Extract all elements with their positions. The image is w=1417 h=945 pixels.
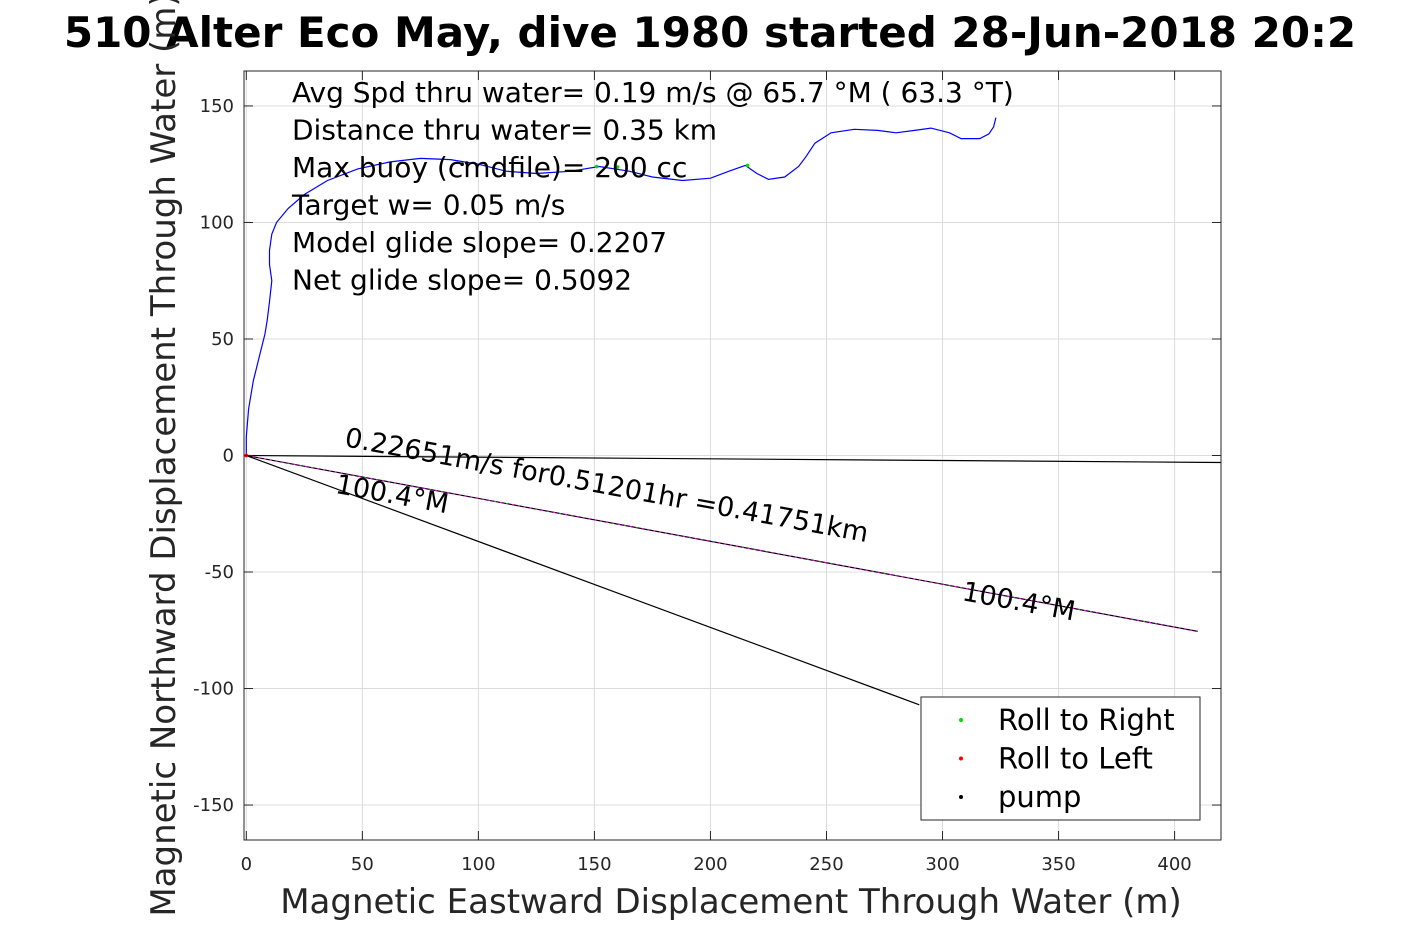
y-tick-label: -100 [193, 679, 234, 700]
grid-lines [244, 71, 1221, 840]
x-axis-label: Magnetic Eastward Displacement Through W… [280, 882, 1182, 922]
chart-title: 510 Alter Eco May, dive 1980 started 28-… [64, 8, 1356, 57]
x-tick-label: 50 [351, 854, 374, 875]
roll-right-markers-point [594, 164, 599, 169]
x-tick-label: 100 [461, 854, 495, 875]
heading-line-long [246, 454, 1198, 632]
y-tick-label: 50 [211, 329, 234, 350]
roll-right-markers-point [745, 163, 750, 168]
x-tick-label: 0 [241, 854, 252, 875]
y-tick-label: 0 [223, 446, 234, 467]
stats-annotations: Avg Spd thru water= 0.19 m/s @ 65.7 °M (… [291, 76, 1014, 297]
stats-annotation-line: Net glide slope= 0.5092 [292, 264, 632, 297]
legend-marker [959, 718, 963, 722]
legend-box [920, 696, 1201, 821]
y-tick-label: -50 [205, 562, 234, 583]
line-label: 100.4°M [960, 576, 1078, 627]
line-label: 100.4°M [333, 469, 451, 520]
x-tick-label: 400 [1157, 854, 1191, 875]
mean-current-line [246, 454, 1222, 464]
data-lines [245, 117, 1222, 706]
x-tick-label: 350 [1041, 854, 1075, 875]
legend-marker [959, 756, 963, 761]
legend-label: pump [998, 780, 1081, 814]
pump-markers-point [464, 161, 469, 165]
track [245, 117, 997, 456]
line-labels: 0.22651m/s for0.51201hr =0.41751km100.4°… [333, 423, 1077, 628]
legend-label: Roll to Right [998, 703, 1175, 737]
y-tick-label: -150 [193, 795, 234, 816]
legend-marker [959, 795, 963, 799]
heading-line-short [246, 454, 920, 706]
y-tick-label: 150 [200, 96, 234, 117]
x-tick-label: 300 [925, 854, 959, 875]
x-tick-label: 150 [577, 854, 611, 875]
legend-label: Roll to Left [998, 742, 1153, 776]
stats-annotation-line: Target w= 0.05 m/s [291, 189, 565, 222]
y-tick-label: 100 [200, 212, 234, 233]
x-tick-label: 250 [809, 854, 843, 875]
roll-right-markers-point [615, 165, 620, 169]
stats-annotation-line: Max buoy (cmdfile)= 200 cc [292, 151, 687, 184]
stats-annotation-line: Distance thru water= 0.35 km [292, 114, 717, 147]
axis-ticks: 0 50 100 150 200 250 300 350 400 -150 -100 -50 0 50 10… [193, 71, 1221, 875]
legend: Roll to Right Roll to Left pump [920, 696, 1201, 821]
x-tick-label: 200 [693, 854, 727, 875]
stats-annotation-line: Avg Spd thru water= 0.19 m/s @ 65.7 °M (… [292, 76, 1014, 109]
y-axis-label: Magnetic Northward Displacement Through … [144, 0, 184, 917]
pump-markers-point [460, 162, 464, 167]
stats-annotation-line: Model glide slope= 0.2207 [292, 226, 667, 259]
